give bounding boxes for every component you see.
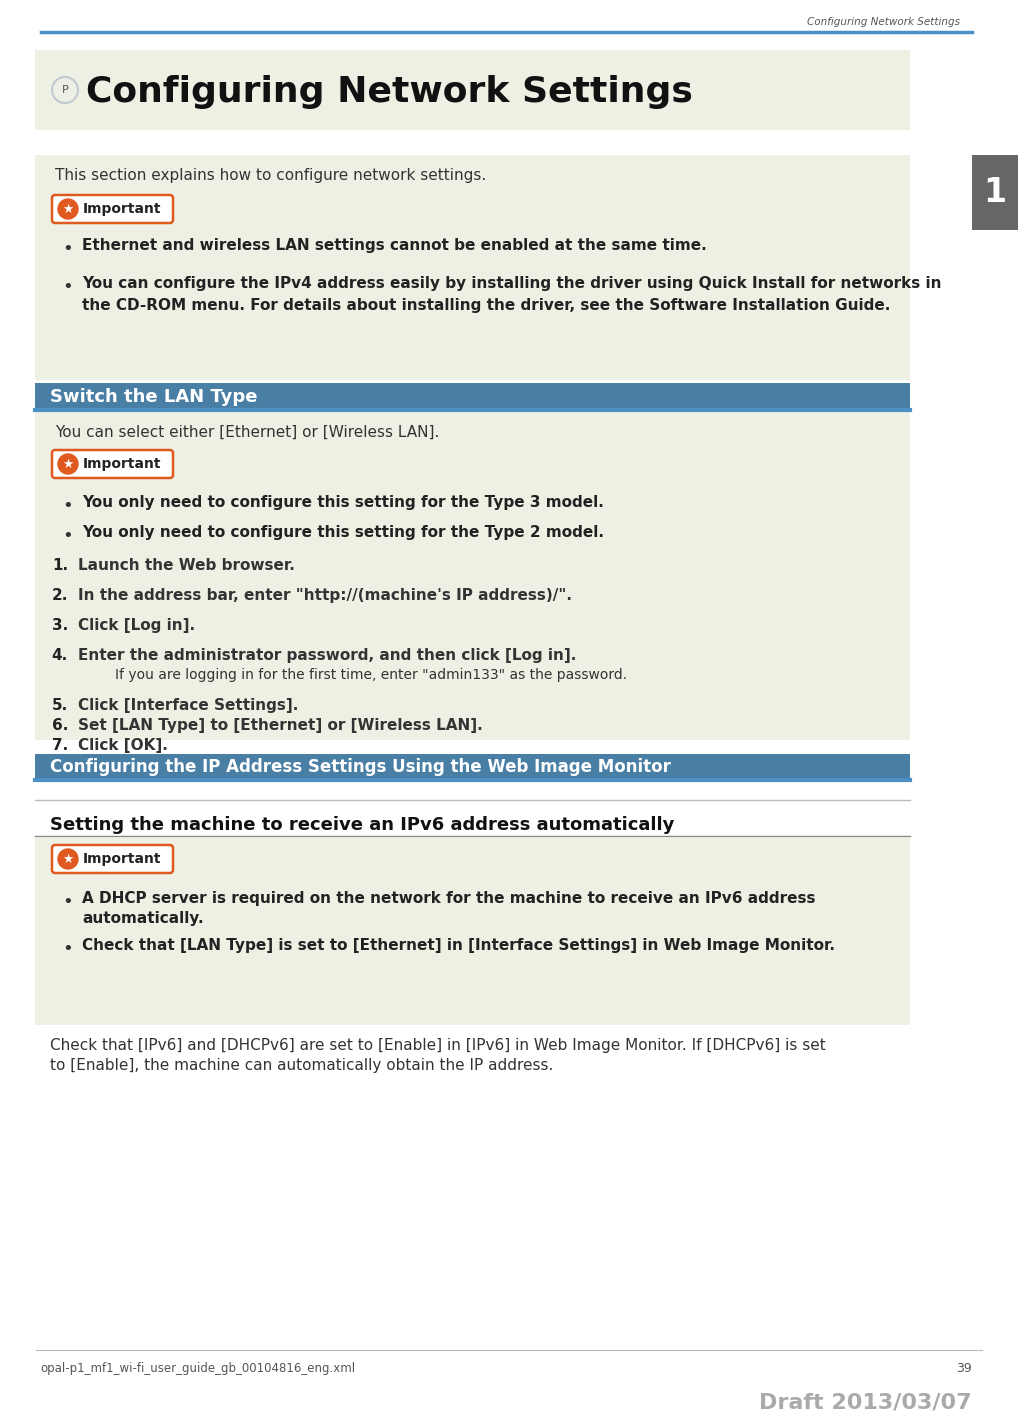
Text: 3.: 3. bbox=[52, 618, 68, 632]
FancyBboxPatch shape bbox=[52, 195, 173, 223]
Text: Configuring Network Settings: Configuring Network Settings bbox=[86, 75, 693, 109]
Text: Setting the machine to receive an IPv6 address automatically: Setting the machine to receive an IPv6 a… bbox=[50, 816, 674, 834]
Circle shape bbox=[58, 848, 78, 870]
Text: 2.: 2. bbox=[52, 588, 68, 603]
Text: 1.: 1. bbox=[52, 558, 68, 573]
Text: Click [OK].: Click [OK]. bbox=[78, 737, 168, 753]
Bar bbox=[35, 755, 910, 780]
Text: •: • bbox=[63, 527, 73, 546]
Text: •: • bbox=[63, 279, 73, 296]
Text: Switch the LAN Type: Switch the LAN Type bbox=[50, 388, 258, 406]
Text: You only need to configure this setting for the Type 3 model.: You only need to configure this setting … bbox=[82, 495, 604, 510]
Text: You only need to configure this setting for the Type 2 model.: You only need to configure this setting … bbox=[82, 524, 604, 540]
Text: Check that [IPv6] and [DHCPv6] are set to [Enable] in [IPv6] in Web Image Monito: Check that [IPv6] and [DHCPv6] are set t… bbox=[50, 1037, 826, 1053]
Text: Set [LAN Type] to [Ethernet] or [Wireless LAN].: Set [LAN Type] to [Ethernet] or [Wireles… bbox=[78, 718, 483, 733]
Text: If you are logging in for the first time, enter "admin133" as the password.: If you are logging in for the first time… bbox=[115, 668, 627, 682]
Bar bbox=[35, 155, 910, 379]
Text: A DHCP server is required on the network for the machine to receive an IPv6 addr: A DHCP server is required on the network… bbox=[82, 891, 815, 907]
Bar bbox=[35, 384, 910, 411]
Text: opal-p1_mf1_wi-fi_user_guide_gb_00104816_eng.xml: opal-p1_mf1_wi-fi_user_guide_gb_00104816… bbox=[40, 1361, 355, 1376]
Text: automatically.: automatically. bbox=[82, 911, 204, 926]
Text: Ethernet and wireless LAN settings cannot be enabled at the same time.: Ethernet and wireless LAN settings canno… bbox=[82, 237, 706, 253]
Text: This section explains how to configure network settings.: This section explains how to configure n… bbox=[55, 168, 487, 183]
Text: •: • bbox=[63, 240, 73, 259]
Text: •: • bbox=[63, 941, 73, 958]
Text: Configuring the IP Address Settings Using the Web Image Monitor: Configuring the IP Address Settings Usin… bbox=[50, 757, 671, 776]
Text: Important: Important bbox=[83, 458, 162, 470]
Text: ★: ★ bbox=[62, 203, 73, 216]
Text: 6.: 6. bbox=[52, 718, 68, 733]
Text: Configuring Network Settings: Configuring Network Settings bbox=[807, 17, 960, 27]
Text: 7.: 7. bbox=[52, 737, 68, 753]
Text: You can select either [Ethernet] or [Wireless LAN].: You can select either [Ethernet] or [Wir… bbox=[55, 425, 440, 441]
Text: to [Enable], the machine can automatically obtain the IP address.: to [Enable], the machine can automatical… bbox=[50, 1059, 554, 1073]
Text: ★: ★ bbox=[62, 853, 73, 865]
Text: Click [Interface Settings].: Click [Interface Settings]. bbox=[78, 698, 298, 713]
Text: Click [Log in].: Click [Log in]. bbox=[78, 618, 195, 632]
Text: •: • bbox=[63, 497, 73, 514]
Text: Check that [LAN Type] is set to [Ethernet] in [Interface Settings] in Web Image : Check that [LAN Type] is set to [Etherne… bbox=[82, 938, 835, 953]
Text: the CD-ROM menu. For details about installing the driver, see the Software Insta: the CD-ROM menu. For details about insta… bbox=[82, 298, 891, 313]
Text: Draft 2013/03/07: Draft 2013/03/07 bbox=[759, 1393, 972, 1412]
Text: 1: 1 bbox=[983, 176, 1007, 209]
FancyBboxPatch shape bbox=[52, 845, 173, 872]
Text: 4.: 4. bbox=[52, 648, 68, 664]
Text: Important: Important bbox=[83, 202, 162, 216]
Bar bbox=[35, 412, 910, 740]
Bar bbox=[35, 838, 910, 1025]
FancyBboxPatch shape bbox=[52, 450, 173, 477]
Text: You can configure the IPv4 address easily by installing the driver using Quick I: You can configure the IPv4 address easil… bbox=[82, 276, 942, 291]
Circle shape bbox=[58, 199, 78, 219]
Text: 5.: 5. bbox=[52, 698, 68, 713]
Text: ★: ★ bbox=[62, 458, 73, 470]
Text: Enter the administrator password, and then click [Log in].: Enter the administrator password, and th… bbox=[78, 648, 576, 664]
Text: •: • bbox=[63, 892, 73, 911]
Circle shape bbox=[58, 453, 78, 475]
Text: 39: 39 bbox=[956, 1361, 972, 1376]
Bar bbox=[972, 155, 1018, 230]
Text: Launch the Web browser.: Launch the Web browser. bbox=[78, 558, 295, 573]
Text: In the address bar, enter "http://(machine's IP address)/".: In the address bar, enter "http://(machi… bbox=[78, 588, 572, 603]
Text: P: P bbox=[62, 85, 68, 95]
Bar bbox=[35, 50, 910, 129]
Text: Important: Important bbox=[83, 853, 162, 865]
